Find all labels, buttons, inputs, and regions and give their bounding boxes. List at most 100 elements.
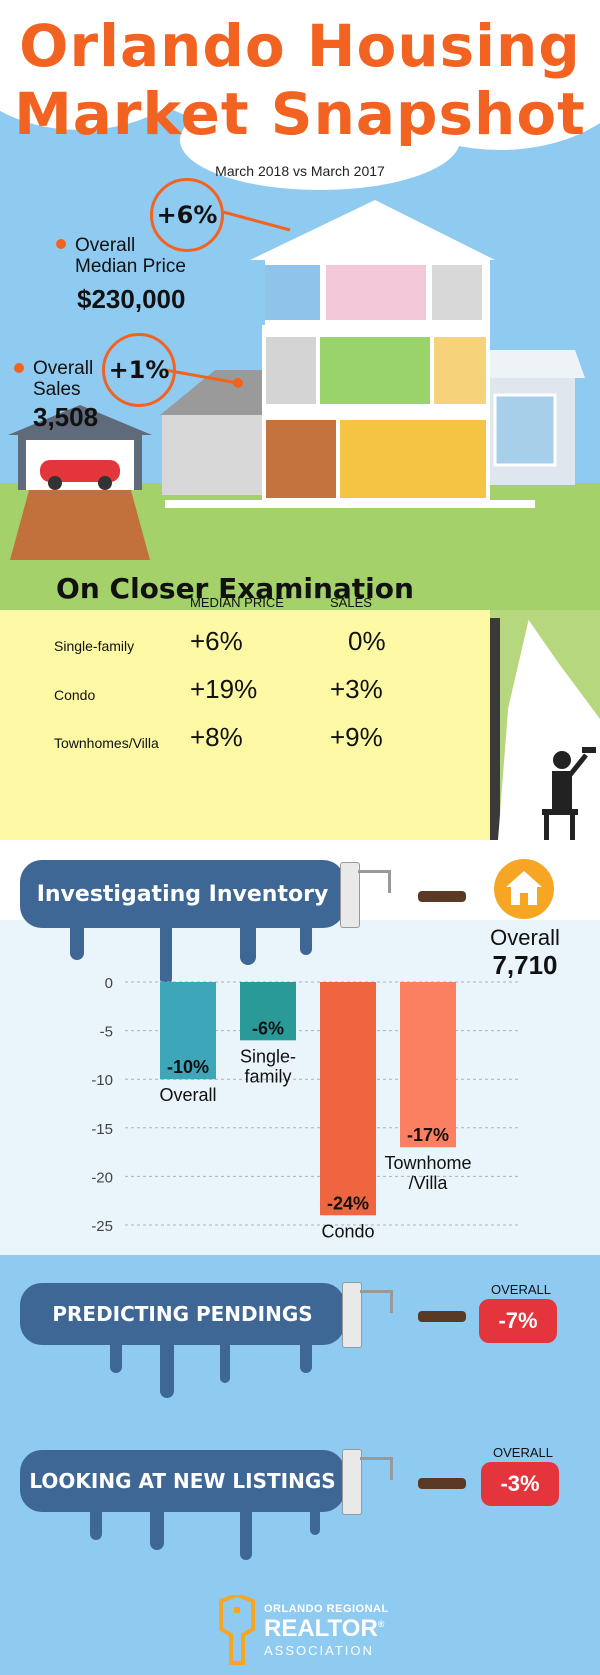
paint-drip <box>310 1510 320 1535</box>
pendings-overall-label: OVERALL <box>491 1282 551 1297</box>
logo-line1: ORLANDO REGIONAL <box>264 1603 389 1615</box>
col-header-median: MEDIAN PRICE <box>190 595 284 610</box>
category-label: Single- <box>240 1046 296 1066</box>
paint-drip <box>240 925 256 965</box>
grass <box>0 560 600 610</box>
data-label: -17% <box>407 1125 449 1145</box>
inventory-banner: Investigating Inventory <box>20 860 345 928</box>
listings-value: -3% <box>500 1471 540 1496</box>
sales-cell: 0% <box>348 626 386 656</box>
inventory-title: Investigating Inventory <box>36 881 329 907</box>
paint-drip <box>110 1343 122 1373</box>
bar <box>160 982 216 1080</box>
inventory-section: Investigating Inventory Overall 7,710 0 -… <box>0 840 600 1255</box>
sales-cell: +3% <box>330 674 383 704</box>
logo-registered: ® <box>377 1619 385 1629</box>
paint-roller <box>342 1449 362 1515</box>
roller-handle <box>418 1311 466 1322</box>
header-section: Orlando Housing Market Snapshot March 20… <box>0 0 600 560</box>
listings-badge: -3% <box>481 1462 559 1506</box>
price-label-line2: Median Price <box>75 256 186 277</box>
sales-change-circle: +1% <box>102 333 176 407</box>
sales-label-line2: Sales <box>33 379 81 400</box>
logo-line3: ASSOCIATION <box>264 1643 374 1658</box>
paint-drip <box>70 925 84 960</box>
price-change: +6% <box>156 201 218 229</box>
listings-overall-label: OVERALL <box>493 1445 553 1460</box>
category-label: Overall <box>159 1085 216 1105</box>
pendings-badge: -7% <box>479 1299 557 1343</box>
data-label: -24% <box>327 1193 369 1213</box>
listings-banner: LOOKING AT NEW LISTINGS <box>20 1450 345 1512</box>
logo-realtor: REALTOR <box>264 1615 378 1642</box>
inventory-overall-label: Overall <box>490 925 560 950</box>
roller-frame <box>360 1457 393 1480</box>
roller-frame <box>360 1290 393 1313</box>
sales-change: +1% <box>108 356 170 384</box>
pendings-banner: PREDICTING PENDINGS <box>20 1283 345 1345</box>
roller-handle <box>418 891 466 902</box>
y-tick-label: -25 <box>91 1218 113 1235</box>
pendings-title: PREDICTING PENDINGS <box>52 1302 313 1326</box>
notepad <box>0 610 490 840</box>
paint-drip <box>160 1343 174 1398</box>
logo-line2: REALTOR® <box>264 1615 384 1643</box>
y-tick-label: -20 <box>91 1169 113 1186</box>
paint-roller <box>342 1282 362 1348</box>
page-subtitle: March 2018 vs March 2017 <box>215 163 385 179</box>
row-label: Condo <box>54 687 96 703</box>
paint-drip <box>150 1510 164 1550</box>
painter-icon <box>542 747 596 840</box>
col-header-sales: SALES <box>330 595 372 610</box>
inventory-chart: 0 -5 -10 -15 -20 -25 -10% Overall -6% Single-fami… <box>91 975 520 1241</box>
house-illustration <box>8 200 585 508</box>
bar <box>240 982 296 1041</box>
pendings-value: -7% <box>498 1308 538 1333</box>
bullet-dot <box>14 363 24 373</box>
price-label-line1: Overall <box>75 235 136 256</box>
bar <box>400 982 456 1148</box>
closer-examination-section: On Closer Examination MEDIAN PRICE SALES… <box>0 560 600 840</box>
y-tick-label: -15 <box>91 1121 113 1138</box>
median-cell: +6% <box>190 626 243 656</box>
sales-cell: +9% <box>330 722 383 752</box>
roller-frame <box>358 870 391 893</box>
listings-title: LOOKING AT NEW LISTINGS <box>29 1469 336 1493</box>
data-label: -10% <box>167 1057 209 1077</box>
bullet-dot <box>56 239 66 249</box>
price-value: $230,000 <box>77 284 186 314</box>
price-label: Overall Median Price <box>75 235 186 277</box>
paint-drip <box>300 925 312 955</box>
paint-roller <box>340 862 360 928</box>
category-label: /Villa <box>409 1173 449 1193</box>
data-label: -6% <box>252 1018 284 1038</box>
row-label: Single-family <box>54 638 135 654</box>
sales-label-line1: Overall <box>33 358 94 379</box>
bottom-section: PREDICTING PENDINGS OVERALL -7% LOOKING … <box>0 1255 600 1675</box>
paint-drip <box>220 1343 230 1383</box>
sales-value: 3,508 <box>33 402 99 432</box>
y-tick-label: 0 <box>105 975 113 992</box>
category-label: family <box>244 1066 291 1086</box>
paint-drip <box>240 1510 252 1560</box>
cloud <box>180 90 460 190</box>
paint-drip <box>160 925 172 985</box>
sales-label: Overall Sales <box>33 358 93 400</box>
realtor-logo-icon <box>219 1595 255 1665</box>
closer-title: On Closer Examination <box>56 572 414 605</box>
category-label: Townhome <box>384 1153 471 1173</box>
bar <box>320 982 376 1216</box>
inventory-overall-value: 7,710 <box>492 950 558 980</box>
median-cell: +19% <box>190 674 258 704</box>
category-label: Condo <box>321 1221 374 1241</box>
paint-texture <box>0 920 600 1255</box>
y-tick-label: -5 <box>100 1024 113 1041</box>
page-title-line1: Orlando Housing <box>19 12 581 80</box>
roller-handle <box>418 1478 466 1489</box>
driveway <box>10 483 150 560</box>
price-change-circle: +6% <box>150 178 224 252</box>
paint-drip <box>300 1343 312 1373</box>
paint-drip <box>90 1510 102 1540</box>
median-cell: +8% <box>190 722 243 752</box>
page-title-line2: Market Snapshot <box>14 80 586 148</box>
